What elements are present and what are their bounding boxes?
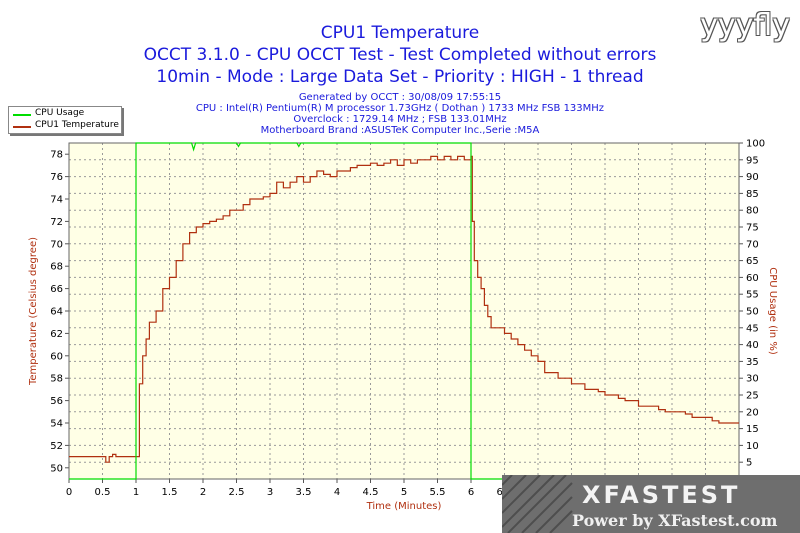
x-tick-label: 2.5 <box>229 487 245 498</box>
legend-label-cpu-usage: CPU Usage <box>35 108 85 118</box>
info-overclock: Overclock : 1729.14 MHz ; FSB 133.01MHz <box>293 114 507 125</box>
x-tick-label: 4.5 <box>363 487 379 498</box>
y-tick-label: 62 <box>50 329 63 340</box>
y-tick-label: 68 <box>50 262 63 273</box>
logo-main-text: XFASTEST <box>582 481 741 509</box>
x-tick-label: 3.5 <box>296 487 312 498</box>
legend-swatch-cpu1-temperature <box>13 126 31 128</box>
x-axis-label: Time (Minutes) <box>366 501 442 512</box>
x-tick-label: 3 <box>267 487 273 498</box>
y-tick-label: 56 <box>50 396 63 407</box>
series-line-cpu1-temperature <box>69 155 739 463</box>
legend-label-cpu1-temperature: CPU1 Temperature <box>35 120 119 130</box>
y2-tick-label: 70 <box>746 239 759 250</box>
y2-tick-label: 60 <box>746 273 759 284</box>
chart-subtitle-mode: 10min - Mode : Large Data Set - Priority… <box>156 67 644 87</box>
x-tick-label: 5 <box>401 487 407 498</box>
y2-tick-label: 50 <box>746 307 759 318</box>
y2-tick-label: 45 <box>746 323 759 334</box>
legend-item-cpu-usage: CPU Usage <box>9 108 121 120</box>
y2-tick-label: 100 <box>746 139 765 150</box>
y-tick-label: 60 <box>50 351 63 362</box>
y-tick-label: 72 <box>50 217 63 228</box>
logo-sub-text: Power by XFastest.com <box>572 511 778 530</box>
chart-title: CPU1 Temperature <box>320 23 480 43</box>
y2-tick-label: 80 <box>746 206 759 217</box>
y2-tick-label: 15 <box>746 424 759 435</box>
y2-tick-label: 55 <box>746 290 759 301</box>
y-tick-label: 50 <box>50 463 63 474</box>
y2-tick-label: 35 <box>746 357 759 368</box>
y2-tick-label: 5 <box>746 458 752 469</box>
y2-tick-label: 10 <box>746 441 759 452</box>
y-tick-label: 52 <box>50 441 63 452</box>
x-tick-label: 0 <box>66 487 72 498</box>
xfastest-logo: XFASTEST Power by XFastest.com <box>502 475 800 533</box>
y2-tick-label: 40 <box>746 340 759 351</box>
chart-subtitle-test: OCCT 3.1.0 - CPU OCCT Test - Test Comple… <box>143 45 657 65</box>
y-tick-label: 70 <box>50 239 63 250</box>
series-line-cpu-usage <box>69 142 739 480</box>
watermark-text: yyyfly <box>700 8 790 43</box>
y2-tick-label: 30 <box>746 374 759 385</box>
legend-swatch-cpu-usage <box>13 114 31 116</box>
y-tick-label: 54 <box>50 419 63 430</box>
info-cpu: CPU : Intel(R) Pentium(R) M processor 1.… <box>195 103 605 114</box>
x-tick-label: 1 <box>133 487 139 498</box>
y-tick-label: 74 <box>50 195 63 206</box>
legend: CPU Usage CPU1 Temperature <box>8 106 122 134</box>
y2-axis-label: CPU Usage (in %) <box>767 267 778 355</box>
y2-tick-label: 20 <box>746 407 759 418</box>
y-tick-label: 64 <box>50 307 63 318</box>
y2-tick-label: 25 <box>746 391 759 402</box>
y-tick-label: 76 <box>50 172 63 183</box>
y-tick-label: 58 <box>50 374 63 385</box>
x-tick-label: 1.5 <box>162 487 178 498</box>
y-tick-label: 78 <box>50 150 63 161</box>
x-tick-label: 6 <box>468 487 474 498</box>
x-tick-label: 0.5 <box>95 487 111 498</box>
y2-tick-label: 85 <box>746 189 759 200</box>
x-tick-label: 2 <box>200 487 206 498</box>
y2-tick-label: 75 <box>746 223 759 234</box>
y2-tick-label: 65 <box>746 256 759 267</box>
y-axis-label: Temperature (Celsius degree) <box>28 237 39 386</box>
x-tick-label: 5.5 <box>430 487 446 498</box>
y-tick-label: 66 <box>50 284 63 295</box>
y2-tick-label: 90 <box>746 172 759 183</box>
legend-item-cpu1-temperature: CPU1 Temperature <box>9 120 121 132</box>
logo-texture <box>502 475 573 533</box>
x-tick-label: 4 <box>334 487 340 498</box>
info-generated: Generated by OCCT : 30/08/09 17:55:15 <box>298 92 502 103</box>
y2-tick-label: 95 <box>746 155 759 166</box>
info-motherboard: Motherboard Brand :ASUSTeK Computer Inc.… <box>260 125 540 136</box>
